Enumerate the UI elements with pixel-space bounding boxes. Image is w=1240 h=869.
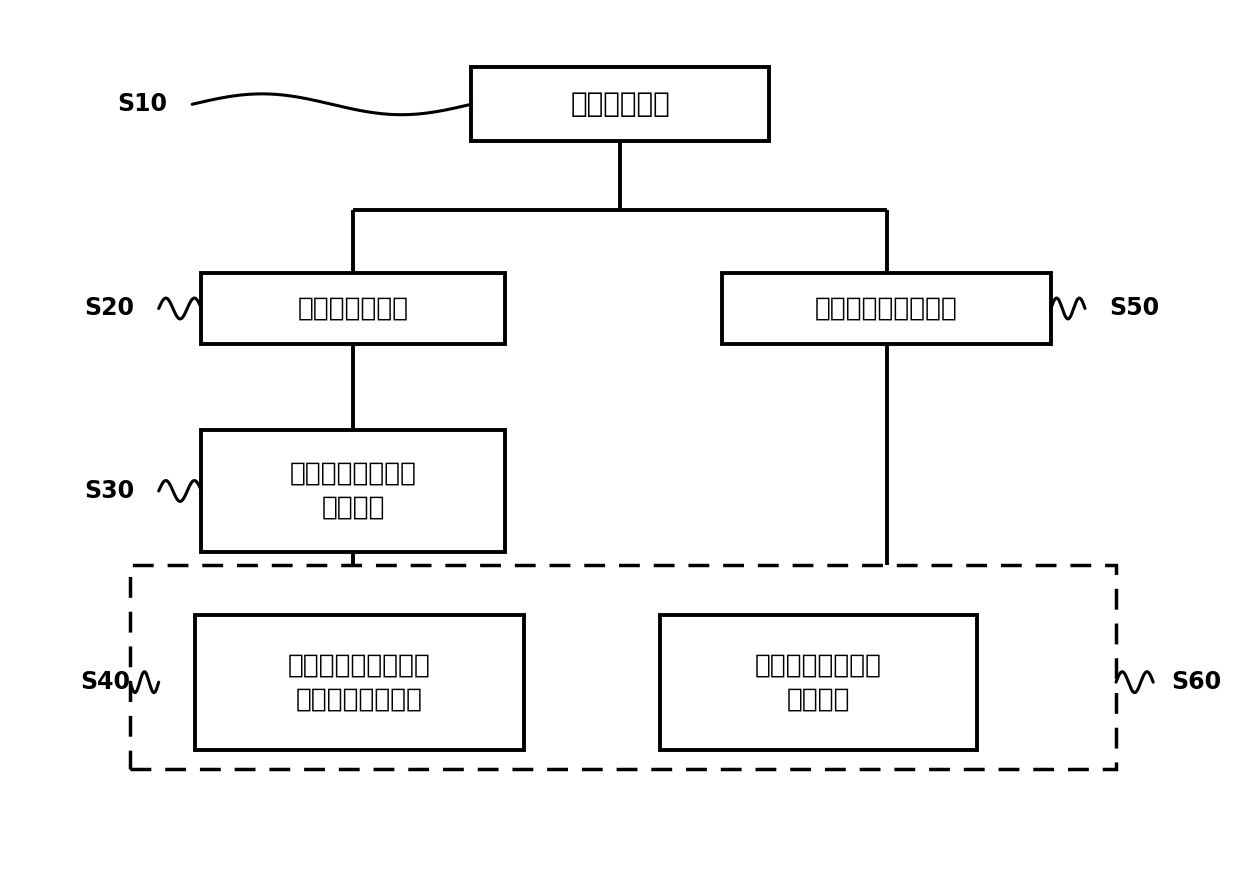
Text: S40: S40 — [81, 670, 130, 694]
FancyBboxPatch shape — [201, 430, 506, 552]
FancyBboxPatch shape — [722, 273, 1052, 344]
Text: 沉积速率变化趋势
的周期性: 沉积速率变化趋势 的周期性 — [755, 652, 882, 713]
Text: 原始地层厚度: 原始地层厚度 — [570, 90, 670, 118]
Text: 可容纳空间增量变
化趋势面: 可容纳空间增量变 化趋势面 — [290, 461, 417, 521]
Text: S50: S50 — [1110, 296, 1159, 321]
FancyBboxPatch shape — [130, 565, 1116, 769]
Text: 可容纳空间增量: 可容纳空间增量 — [298, 295, 409, 322]
FancyBboxPatch shape — [195, 615, 523, 749]
FancyBboxPatch shape — [201, 273, 506, 344]
Text: S20: S20 — [84, 296, 134, 321]
FancyBboxPatch shape — [660, 615, 977, 749]
Text: 原始沉积厚度趋势面: 原始沉积厚度趋势面 — [815, 295, 959, 322]
Text: S30: S30 — [84, 479, 134, 503]
FancyBboxPatch shape — [471, 68, 769, 141]
Text: S60: S60 — [1172, 670, 1221, 694]
Text: 可容纳空间平面变化
趋势的周期性特征: 可容纳空间平面变化 趋势的周期性特征 — [288, 652, 432, 713]
Text: S10: S10 — [118, 92, 167, 116]
